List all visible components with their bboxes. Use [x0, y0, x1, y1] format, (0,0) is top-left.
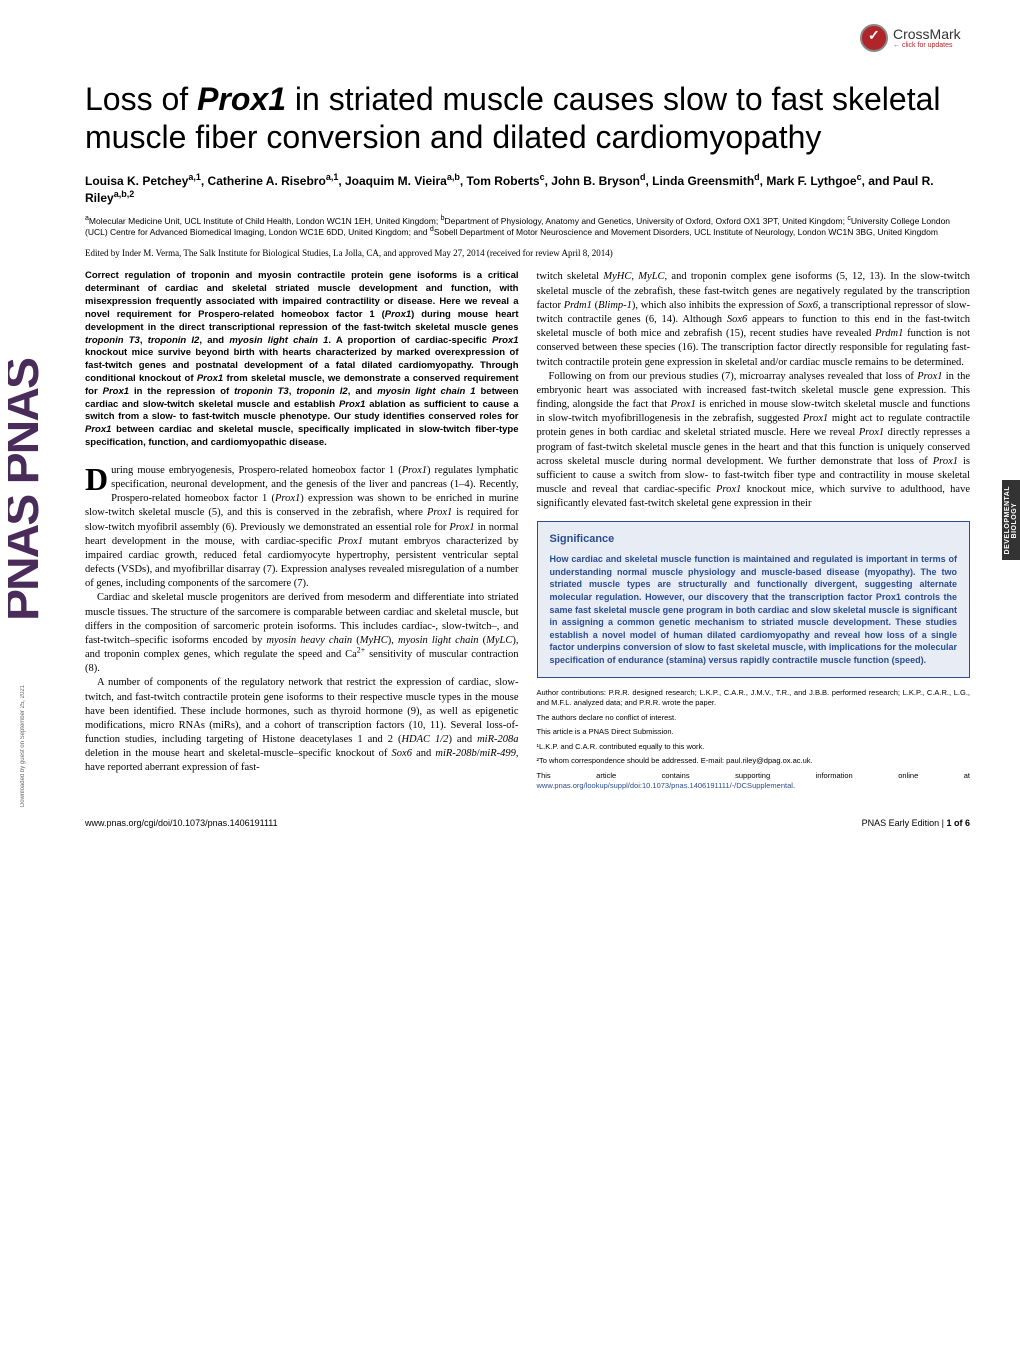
- dropcap: D: [85, 464, 111, 493]
- body-text-left: During mouse embryogenesis, Prospero-rel…: [85, 464, 519, 776]
- crossmark-sublabel: ← click for updates: [893, 42, 961, 49]
- significance-title: Significance: [550, 532, 958, 547]
- crossmark-icon: [860, 24, 888, 52]
- author-list: Louisa K. Petcheya,1, Catherine A. Riseb…: [85, 173, 970, 207]
- significance-box: Significance How cardiac and skeletal mu…: [537, 521, 971, 677]
- crossmark-label: CrossMark: [893, 26, 961, 42]
- supplemental-info: This article contains supporting informa…: [537, 771, 971, 792]
- affiliations: aMolecular Medicine Unit, UCL Institute …: [85, 216, 970, 238]
- supplemental-link[interactable]: www.pnas.org/lookup/suppl/doi:10.1073/pn…: [537, 781, 793, 790]
- footnotes: Author contributions: P.R.R. designed re…: [537, 688, 971, 792]
- body-text-right: twitch skeletal MyHC, MyLC, and troponin…: [537, 270, 971, 511]
- doi-link[interactable]: www.pnas.org/cgi/doi/10.1073/pnas.140619…: [85, 818, 278, 828]
- direct-submission: This article is a PNAS Direct Submission…: [537, 727, 971, 738]
- footnote-1: ¹L.K.P. and C.A.R. contributed equally t…: [537, 742, 971, 753]
- right-column: twitch skeletal MyHC, MyLC, and troponin…: [537, 270, 971, 795]
- author-contributions: Author contributions: P.R.R. designed re…: [537, 688, 971, 709]
- crossmark-badge[interactable]: CrossMark ← click for updates: [860, 20, 970, 55]
- left-column: Correct regulation of troponin and myosi…: [85, 270, 519, 795]
- page-number: PNAS Early Edition | 1 of 6: [862, 818, 970, 828]
- footnote-2: ²To whom correspondence should be addres…: [537, 756, 971, 767]
- edited-by: Edited by Inder M. Verma, The Salk Insti…: [85, 248, 970, 258]
- page-footer: www.pnas.org/cgi/doi/10.1073/pnas.140619…: [85, 812, 970, 828]
- article-title: Loss of Prox1 in striated muscle causes …: [85, 80, 970, 157]
- conflict-statement: The authors declare no conflict of inter…: [537, 713, 971, 724]
- significance-text: How cardiac and skeletal muscle function…: [550, 553, 958, 666]
- abstract: Correct regulation of troponin and myosi…: [85, 270, 519, 449]
